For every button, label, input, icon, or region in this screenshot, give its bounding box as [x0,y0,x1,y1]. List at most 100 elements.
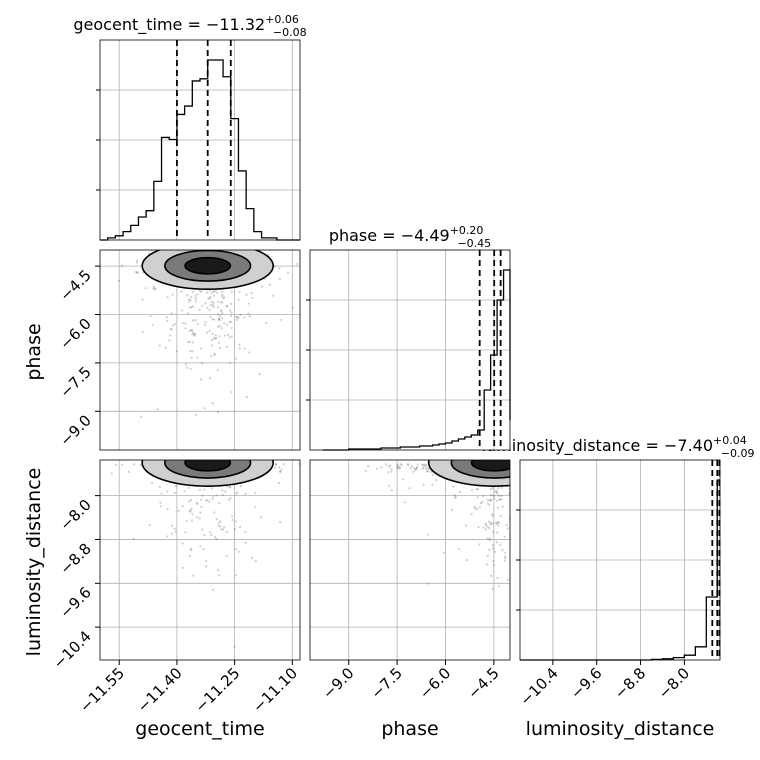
scatter-point [212,290,215,293]
scatter-point [181,542,184,545]
scatter-point [199,247,201,249]
scatter-point [488,520,491,523]
scatter-point [278,267,281,270]
scatter-point [229,361,232,364]
hist-bar-luminosity_distance-15 [684,655,695,660]
scatter-point [189,350,192,353]
scatter-point [470,489,474,492]
scatter-point [424,463,428,466]
scatter-point [182,321,185,325]
scatter-point [185,366,189,369]
scatter-point [229,314,233,318]
scatter-point [225,554,228,557]
scatter-point [199,378,203,381]
scatter-point [184,363,188,366]
scatter-point [229,486,232,489]
scatter-point [274,463,278,467]
scatter-point [181,309,184,312]
scatter-point [187,312,190,315]
scatter-point [209,304,213,307]
scatter-point [511,550,513,552]
scatter-point [272,294,275,297]
scatter-point [410,464,414,467]
scatter-point [481,494,485,498]
scatter-point [214,334,217,337]
scatter-point [210,533,213,537]
scatter-point [222,528,225,531]
hist-bar-phase-17 [433,445,439,450]
scatter-point [165,316,168,319]
scatter-point [254,559,257,563]
scatter-point [225,530,228,534]
scatter-point [245,293,248,296]
scatter-point [236,318,239,321]
scatter-point [379,466,383,469]
scatter-point [213,294,216,297]
scatter-point [206,247,208,249]
scatter-point [139,464,142,467]
scatter-point [184,531,187,534]
scatter-frame-geocent_time-phase [99,249,301,451]
scatter-point [414,469,417,472]
scatter-point [216,306,220,309]
scatter-point [199,511,202,514]
scatter-point [191,513,194,516]
scatter-point [215,538,218,541]
scatter-point [205,331,209,334]
scatter-point [500,494,503,497]
scatter-point [484,522,487,525]
hist-bar-phase-23 [471,435,477,450]
scatter-point [250,291,253,295]
scatter-point [282,463,285,466]
scatter-point [496,492,499,495]
scatter-point [278,470,282,473]
scatter-point [210,487,214,490]
scatter-point [214,536,217,539]
scatter-point [211,495,215,498]
scatter-point [451,508,454,511]
scatter-point [254,506,257,509]
scatter-point [158,344,161,347]
scatter-point [513,464,515,466]
xlabel-luminosity-distance: luminosity_distance [526,718,715,740]
scatter-point [493,497,496,500]
scatter-point [496,576,499,580]
scatter-point [184,246,186,248]
xtick-label-luminosity_distance-3: −8.0 [655,664,693,702]
scatter-point [230,326,233,330]
scatter-point [477,526,480,529]
scatter-point [230,391,233,394]
ytick-label-phase-1: −7.5 [56,363,94,401]
xtick-label-phase-1: −7.5 [367,664,405,702]
scatter-point [180,290,183,293]
scatter-point [218,318,221,321]
scatter-point [225,247,227,249]
scatter-point [204,320,207,324]
scatter-point [220,528,223,531]
scatter-point [211,498,214,501]
scatter-point [207,297,210,300]
scatter-point [166,296,169,299]
scatter-point [195,501,199,504]
scatter-point [196,293,199,296]
scatter-point [209,295,212,299]
hist-bar-geocent_time-20 [254,232,262,240]
hist-bar-geocent_time-7 [154,181,162,240]
scatter-point [153,287,156,290]
scatter-point [121,264,124,267]
scatter-point [219,301,222,304]
xtick-label-geocent_time-0: −11.55 [76,664,128,716]
scatter-bg-geocent_time-luminosity_distance [100,460,300,660]
scatter-panel-geocent_time-phase [99,246,301,451]
scatter-point [238,290,241,294]
scatter-point [245,395,248,399]
scatter-point [390,470,393,473]
scatter-point [221,489,224,492]
scatter-point [506,578,510,581]
scatter-point [203,324,207,327]
scatter-point [423,464,426,467]
contour-geocent_time-luminosity_distance-2 [184,460,232,472]
scatter-point [208,500,211,503]
plot-layer: −11.55 −11.40 −11.25 −11.10 −9.0 −7.5 −6.0 −4.5… [50,39,721,716]
